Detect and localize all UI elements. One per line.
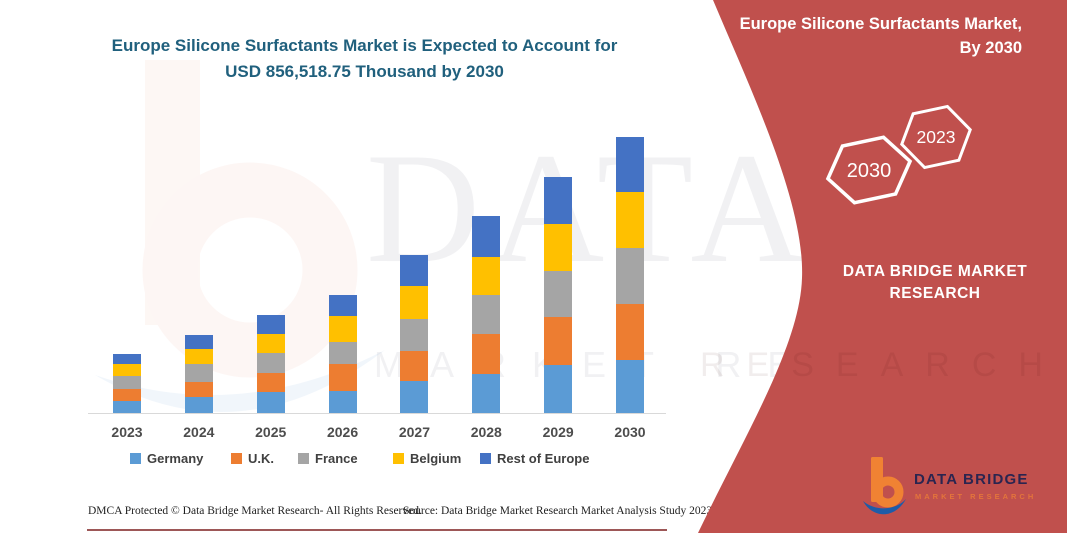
- footer-source-text: Source: Data Bridge Market Research Mark…: [403, 505, 713, 517]
- x-axis-label-2024: 2024: [183, 424, 215, 440]
- bar-segment-2023-rest-of-europe: [113, 353, 141, 364]
- x-axis-label-2029: 2029: [542, 424, 574, 440]
- year-badges: 2030 2023: [825, 104, 972, 205]
- legend-item-u-k-: U.K.: [231, 451, 274, 466]
- bar-segment-2028-france: [472, 294, 501, 334]
- bar-segment-2026-belgium: [328, 316, 357, 342]
- x-axis-label-2030: 2030: [614, 424, 646, 440]
- bar-segment-2026-france: [328, 341, 357, 364]
- badge-2023-hexagon: [900, 104, 972, 170]
- x-axis-label-2025: 2025: [255, 424, 287, 440]
- bar-segment-2030-france: [615, 248, 644, 304]
- bar-2023: [113, 353, 141, 413]
- bar-segment-2024-germany: [184, 397, 213, 413]
- bar-2025: [256, 314, 285, 413]
- legend-item-germany: Germany: [130, 451, 203, 466]
- bar-segment-2029-rest-of-europe: [544, 176, 573, 224]
- legend-label: U.K.: [248, 451, 274, 466]
- bar-segment-2029-germany: [544, 364, 573, 413]
- bar-2026: [328, 294, 357, 413]
- bar-2028: [472, 215, 501, 413]
- bar-segment-2028-germany: [472, 373, 501, 413]
- bar-segment-2029-france: [544, 270, 573, 317]
- chart-legend: Germany U.K. France Belgium Rest of Europe: [88, 451, 666, 467]
- bar-segment-2029-belgium: [544, 223, 573, 271]
- bar-segment-2025-u-k-: [256, 373, 285, 392]
- x-axis-label-2028: 2028: [470, 424, 502, 440]
- bar-segment-2024-u-k-: [184, 381, 213, 398]
- bar-segment-2025-belgium: [256, 334, 285, 353]
- legend-swatch-icon: [393, 453, 404, 464]
- legend-item-france: France: [298, 451, 358, 466]
- bar-segment-2030-belgium: [615, 192, 644, 249]
- bar-segment-2028-u-k-: [472, 333, 501, 374]
- bar-segment-2023-belgium: [113, 363, 141, 377]
- bar-2029: [544, 176, 573, 413]
- bar-segment-2029-u-k-: [544, 316, 573, 365]
- bar-segment-2024-rest-of-europe: [184, 334, 213, 349]
- x-axis-label-2026: 2026: [326, 424, 359, 440]
- legend-item-belgium: Belgium: [393, 451, 461, 466]
- x-axis-labels: 2023 2024 2025 2026 2027 2028 2029 2030: [88, 424, 666, 442]
- logo-title: DATA BRIDGE: [914, 471, 1029, 488]
- bar-segment-2027-germany: [400, 381, 429, 413]
- bar-segment-2024-belgium: [184, 348, 213, 364]
- logo-b-icon: [863, 457, 906, 515]
- bar-segment-2028-rest-of-europe: [472, 215, 501, 257]
- bar-segment-2025-france: [256, 353, 285, 373]
- plot-area: [88, 118, 666, 414]
- bar-2024: [184, 334, 213, 413]
- legend-item-rest-of-europe: Rest of Europe: [480, 451, 589, 466]
- bar-2030: [615, 136, 644, 413]
- sidebar-brand-name: DATA BRIDGE MARKET RESEARCH: [842, 263, 1028, 302]
- watermark-on-red: RESEARCH: [700, 346, 1060, 384]
- legend-label: Rest of Europe: [497, 451, 590, 466]
- legend-swatch-icon: [130, 453, 141, 464]
- bar-segment-2025-germany: [256, 392, 285, 413]
- footer-divider: [87, 529, 667, 531]
- legend-swatch-icon: [231, 453, 242, 464]
- sidebar-title-line2: By 2030: [959, 39, 1022, 57]
- legend-swatch-icon: [480, 453, 491, 464]
- legend-swatch-icon: [298, 453, 309, 464]
- company-logo: DATA BRIDGE MARKET RESEARCH: [862, 456, 1062, 518]
- sidebar-title-line1: Europe Silicone Surfactants Market,: [739, 15, 1022, 33]
- bar-segment-2026-germany: [328, 390, 357, 413]
- bar-segment-2030-germany: [615, 359, 644, 413]
- bar-segment-2023-u-k-: [113, 389, 141, 402]
- bar-segment-2023-germany: [113, 401, 141, 413]
- bar-segment-2025-rest-of-europe: [256, 314, 285, 334]
- bar-2027: [400, 255, 429, 413]
- footer-dmca-text: DMCA Protected © Data Bridge Market Rese…: [88, 505, 422, 517]
- badge-2030-hexagon: [825, 135, 913, 205]
- bar-segment-2027-belgium: [400, 285, 429, 320]
- x-axis-label-2027: 2027: [398, 424, 430, 440]
- bar-segment-2026-u-k-: [328, 363, 357, 391]
- bar-segment-2027-rest-of-europe: [400, 255, 429, 286]
- bar-segment-2028-belgium: [472, 256, 501, 295]
- legend-label: France: [315, 451, 358, 466]
- chart-title: Europe Silicone Surfactants Market is Ex…: [57, 33, 672, 85]
- legend-label: Germany: [147, 451, 204, 466]
- bar-segment-2023-france: [113, 376, 141, 389]
- bar-segment-2027-u-k-: [400, 351, 429, 382]
- bar-segment-2027-france: [400, 319, 429, 352]
- logo-subtitle: MARKET RESEARCH: [915, 492, 1037, 501]
- bar-segment-2026-rest-of-europe: [328, 294, 357, 317]
- chart-title-line2: USD 856,518.75 Thousand by 2030: [225, 62, 504, 81]
- chart-title-line1: Europe Silicone Surfactants Market is Ex…: [111, 36, 618, 55]
- badge-2030-label: 2030: [847, 160, 892, 182]
- bar-segment-2030-rest-of-europe: [615, 136, 644, 193]
- legend-label: Belgium: [410, 451, 462, 466]
- watermark-logo: [95, 60, 385, 413]
- badge-2023-label: 2023: [917, 127, 956, 147]
- sidebar-title: Europe Silicone Surfactants Market, By 2…: [702, 12, 1022, 60]
- bar-segment-2030-u-k-: [615, 303, 644, 360]
- x-axis-label-2023: 2023: [111, 424, 143, 440]
- bar-segment-2024-france: [184, 363, 213, 382]
